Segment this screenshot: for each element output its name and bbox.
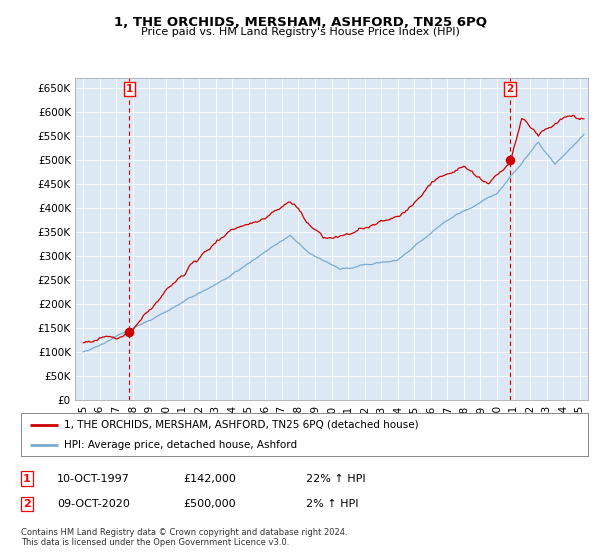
Text: 22% ↑ HPI: 22% ↑ HPI <box>306 474 365 484</box>
Text: 1: 1 <box>23 474 31 484</box>
Text: 2% ↑ HPI: 2% ↑ HPI <box>306 499 359 509</box>
Text: 2: 2 <box>23 499 31 509</box>
Text: 1: 1 <box>125 84 133 94</box>
Text: £142,000: £142,000 <box>183 474 236 484</box>
Text: 2: 2 <box>506 84 514 94</box>
Point <box>124 328 134 337</box>
Text: Contains HM Land Registry data © Crown copyright and database right 2024.
This d: Contains HM Land Registry data © Crown c… <box>21 528 347 548</box>
Text: Price paid vs. HM Land Registry's House Price Index (HPI): Price paid vs. HM Land Registry's House … <box>140 27 460 37</box>
Text: 1, THE ORCHIDS, MERSHAM, ASHFORD, TN25 6PQ: 1, THE ORCHIDS, MERSHAM, ASHFORD, TN25 6… <box>113 16 487 29</box>
Text: 10-OCT-1997: 10-OCT-1997 <box>57 474 130 484</box>
Text: HPI: Average price, detached house, Ashford: HPI: Average price, detached house, Ashf… <box>64 440 296 450</box>
Text: £500,000: £500,000 <box>183 499 236 509</box>
Point <box>505 156 515 165</box>
Text: 1, THE ORCHIDS, MERSHAM, ASHFORD, TN25 6PQ (detached house): 1, THE ORCHIDS, MERSHAM, ASHFORD, TN25 6… <box>64 419 418 430</box>
Text: 09-OCT-2020: 09-OCT-2020 <box>57 499 130 509</box>
